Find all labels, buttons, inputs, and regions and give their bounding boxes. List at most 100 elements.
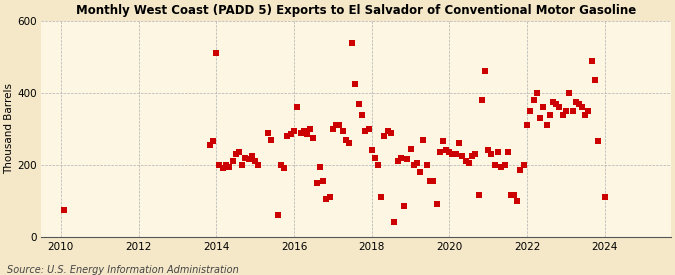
Point bbox=[305, 127, 316, 131]
Point bbox=[415, 170, 426, 174]
Point bbox=[302, 132, 313, 136]
Point bbox=[599, 195, 610, 199]
Point bbox=[489, 163, 500, 167]
Point bbox=[405, 147, 416, 151]
Point bbox=[250, 159, 261, 163]
Point bbox=[441, 148, 452, 153]
Point bbox=[279, 166, 290, 171]
Point bbox=[298, 128, 309, 133]
Point bbox=[509, 193, 520, 198]
Point bbox=[522, 123, 533, 128]
Point bbox=[590, 78, 601, 82]
Point bbox=[480, 69, 491, 74]
Point bbox=[593, 139, 603, 144]
Point bbox=[295, 130, 306, 135]
Point bbox=[367, 148, 377, 153]
Point bbox=[541, 123, 552, 128]
Point bbox=[324, 195, 335, 199]
Point bbox=[531, 91, 542, 95]
Point bbox=[554, 105, 565, 109]
Point bbox=[211, 51, 221, 56]
Point bbox=[524, 109, 535, 113]
Point bbox=[292, 105, 302, 109]
Point bbox=[457, 154, 468, 158]
Point bbox=[502, 150, 513, 155]
Point bbox=[237, 163, 248, 167]
Point bbox=[573, 101, 584, 106]
Point bbox=[344, 141, 354, 145]
Point bbox=[580, 112, 591, 117]
Point bbox=[460, 159, 471, 163]
Point bbox=[431, 202, 442, 207]
Point bbox=[282, 134, 293, 138]
Point bbox=[59, 208, 70, 212]
Point bbox=[223, 164, 234, 169]
Point bbox=[567, 109, 578, 113]
Point bbox=[276, 163, 287, 167]
Point bbox=[477, 98, 487, 102]
Point bbox=[392, 159, 403, 163]
Point bbox=[383, 128, 394, 133]
Point bbox=[486, 152, 497, 156]
Point bbox=[583, 109, 594, 113]
Point bbox=[551, 101, 562, 106]
Point bbox=[473, 193, 484, 198]
Point bbox=[483, 148, 493, 153]
Point bbox=[493, 150, 504, 155]
Point bbox=[547, 100, 558, 104]
Point bbox=[354, 101, 364, 106]
Point bbox=[356, 112, 367, 117]
Point bbox=[570, 100, 581, 104]
Point bbox=[360, 128, 371, 133]
Point bbox=[466, 154, 477, 158]
Point bbox=[587, 59, 597, 63]
Point bbox=[286, 132, 296, 136]
Point bbox=[506, 193, 516, 198]
Point bbox=[289, 128, 300, 133]
Point bbox=[234, 150, 244, 155]
Point bbox=[418, 138, 429, 142]
Point bbox=[396, 155, 406, 160]
Point bbox=[308, 136, 319, 140]
Point bbox=[337, 128, 348, 133]
Point bbox=[334, 123, 345, 128]
Point bbox=[327, 127, 338, 131]
Point bbox=[512, 199, 522, 203]
Point bbox=[437, 139, 448, 144]
Point bbox=[376, 195, 387, 199]
Point bbox=[577, 105, 588, 109]
Point bbox=[544, 112, 555, 117]
Point bbox=[243, 157, 254, 162]
Point bbox=[385, 130, 396, 135]
Point bbox=[253, 163, 264, 167]
Point bbox=[560, 109, 571, 113]
Title: Monthly West Coast (PADD 5) Exports to El Salvador of Conventional Motor Gasolin: Monthly West Coast (PADD 5) Exports to E… bbox=[76, 4, 637, 17]
Point bbox=[444, 150, 455, 155]
Point bbox=[408, 163, 419, 167]
Point bbox=[347, 40, 358, 45]
Text: Source: U.S. Energy Information Administration: Source: U.S. Energy Information Administ… bbox=[7, 265, 238, 275]
Point bbox=[421, 163, 432, 167]
Point bbox=[227, 159, 238, 163]
Point bbox=[205, 143, 215, 147]
Point bbox=[428, 179, 439, 183]
Point bbox=[321, 197, 331, 201]
Point bbox=[208, 139, 219, 144]
Point bbox=[402, 157, 413, 162]
Point bbox=[331, 123, 342, 128]
Point bbox=[564, 91, 574, 95]
Point bbox=[447, 152, 458, 156]
Point bbox=[318, 179, 329, 183]
Point bbox=[470, 152, 481, 156]
Point bbox=[499, 163, 510, 167]
Point bbox=[272, 213, 283, 217]
Point bbox=[315, 164, 325, 169]
Point bbox=[340, 138, 351, 142]
Point bbox=[373, 163, 383, 167]
Point bbox=[454, 141, 464, 145]
Point bbox=[263, 130, 273, 135]
Point bbox=[389, 220, 400, 225]
Point bbox=[246, 154, 257, 158]
Point bbox=[495, 164, 506, 169]
Point bbox=[398, 204, 409, 208]
